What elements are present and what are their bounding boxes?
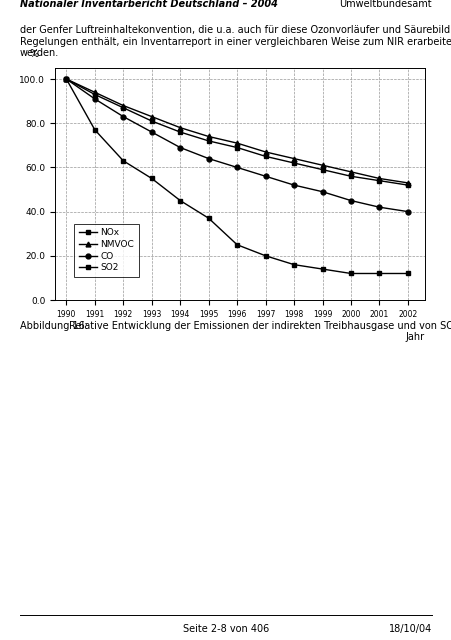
NOx — [319, 166, 325, 173]
NOx — [64, 76, 69, 83]
SO2 — [348, 269, 353, 277]
Text: Umweltbundesamt: Umweltbundesamt — [339, 0, 431, 9]
SO2 — [206, 214, 211, 222]
CO — [319, 188, 325, 196]
SO2 — [404, 269, 410, 277]
NOx — [177, 128, 183, 136]
SO2 — [120, 157, 126, 164]
CO — [262, 172, 268, 180]
NMVOC — [319, 161, 325, 169]
CO — [92, 95, 97, 103]
SO2 — [149, 175, 154, 182]
Text: Jahr: Jahr — [405, 333, 424, 342]
CO — [177, 144, 183, 152]
NOx — [262, 152, 268, 160]
NMVOC — [64, 76, 69, 83]
NMVOC — [262, 148, 268, 156]
NOx — [149, 117, 154, 125]
CO — [404, 208, 410, 216]
SO2 — [291, 261, 296, 269]
SO2 — [319, 265, 325, 273]
NMVOC — [206, 132, 211, 140]
NMVOC — [177, 124, 183, 131]
NMVOC — [92, 88, 97, 96]
CO — [206, 155, 211, 163]
NMVOC — [404, 179, 410, 187]
NMVOC — [149, 113, 154, 120]
SO2 — [234, 241, 239, 248]
NOx — [92, 91, 97, 99]
Line: NOx: NOx — [64, 77, 410, 188]
SO2 — [177, 196, 183, 204]
Line: NMVOC: NMVOC — [64, 77, 410, 186]
NOx — [120, 104, 126, 111]
NOx — [234, 144, 239, 152]
CO — [64, 76, 69, 83]
CO — [291, 181, 296, 189]
Line: CO: CO — [64, 77, 410, 214]
NMVOC — [348, 168, 353, 176]
Text: Seite 2-8 von 406: Seite 2-8 von 406 — [183, 624, 268, 634]
NOx — [348, 172, 353, 180]
Text: %: % — [29, 49, 38, 59]
NMVOC — [234, 140, 239, 147]
NMVOC — [376, 175, 382, 182]
SO2 — [64, 76, 69, 83]
NOx — [376, 177, 382, 184]
CO — [376, 204, 382, 211]
NOx — [404, 181, 410, 189]
Text: Abbildung 16:: Abbildung 16: — [20, 321, 88, 331]
Text: 18/10/04: 18/10/04 — [388, 624, 431, 634]
Line: SO2: SO2 — [64, 77, 410, 276]
SO2 — [376, 269, 382, 277]
NMVOC — [291, 155, 296, 163]
NMVOC — [120, 102, 126, 109]
CO — [234, 164, 239, 172]
NOx — [291, 159, 296, 167]
Text: Relative Entwicklung der Emissionen der indirekten Treibhausgase und von SO₂: Relative Entwicklung der Emissionen der … — [69, 321, 451, 331]
Text: Nationaler Inventarbericht Deutschland – 2004: Nationaler Inventarbericht Deutschland –… — [20, 0, 277, 9]
NOx — [206, 137, 211, 145]
Legend: NOx, NMVOC, CO, SO2: NOx, NMVOC, CO, SO2 — [74, 224, 138, 277]
SO2 — [92, 126, 97, 134]
CO — [348, 196, 353, 204]
Text: der Genfer Luftreinhaltekonvention, die u.a. auch für diese Ozonvorläufer und Sä: der Genfer Luftreinhaltekonvention, die … — [20, 25, 451, 58]
SO2 — [262, 252, 268, 260]
CO — [120, 113, 126, 120]
CO — [149, 128, 154, 136]
